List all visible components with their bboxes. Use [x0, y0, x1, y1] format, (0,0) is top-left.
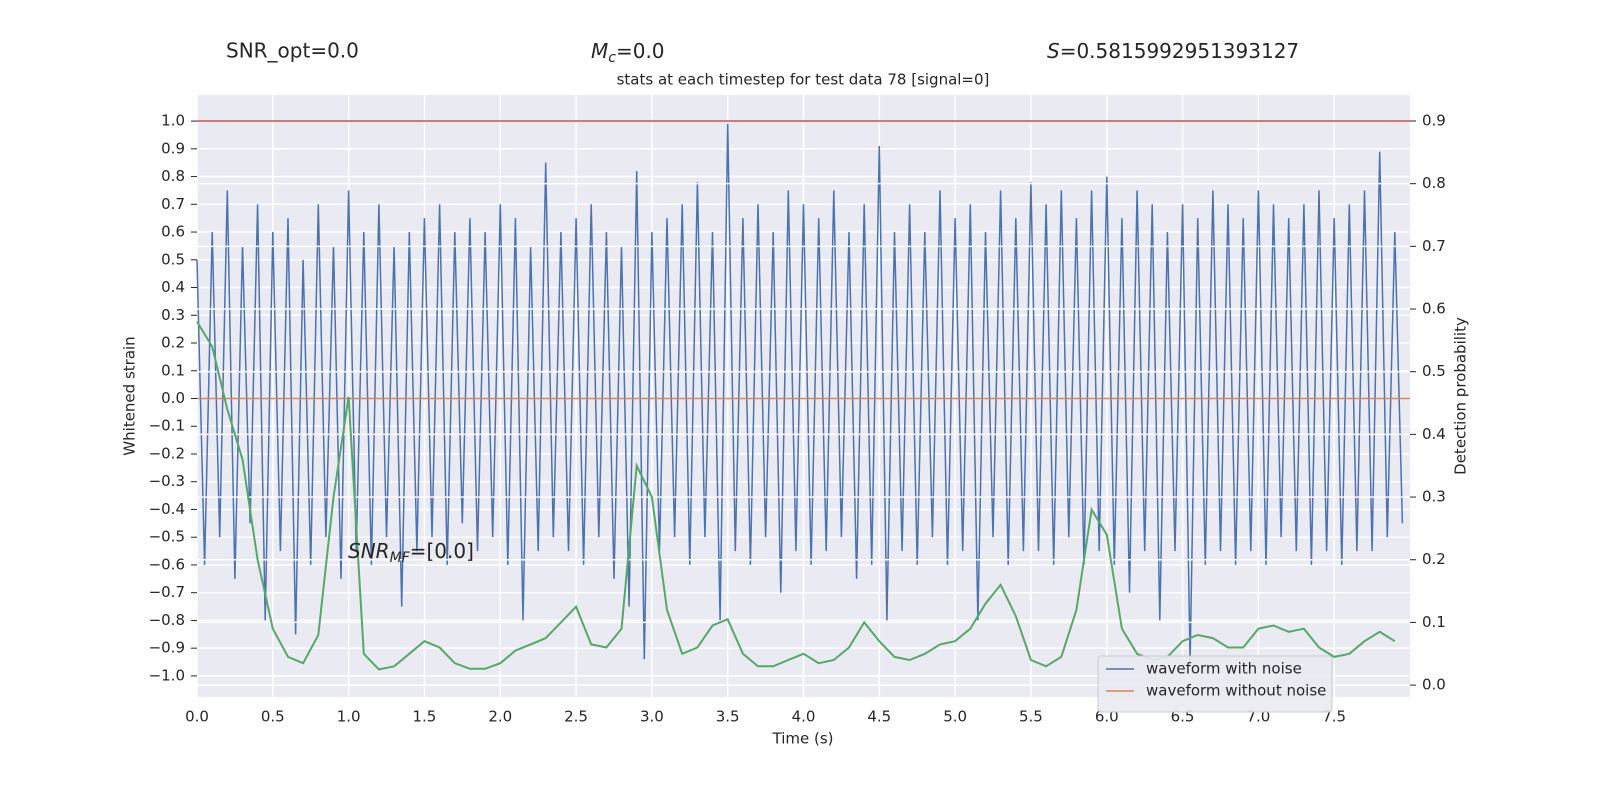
s-annotation: S=0.5815992951393127 [1047, 39, 1299, 63]
x-tick-label: 5.5 [1019, 708, 1043, 726]
mc-annotation: Mc=0.0 [591, 39, 665, 67]
annotation-rest: =0.5815992951393127 [1060, 39, 1299, 63]
y-tick-label: 0.7 [161, 195, 185, 213]
x-tick-label: 3.5 [716, 708, 740, 726]
snr-opt-annotation: SNR_opt=0.0 [226, 39, 359, 63]
annotation-rest: =0.0 [616, 39, 665, 63]
x-tick-label: 0.5 [261, 708, 285, 726]
y-tick-label: −0.3 [149, 472, 185, 490]
y-tick-label: −0.2 [149, 444, 185, 462]
y-tick-label: 0.6 [161, 223, 185, 241]
x-tick-label: 2.0 [488, 708, 512, 726]
y-tick-label: −0.6 [149, 555, 185, 573]
y2-tick-label: 0.2 [1422, 550, 1446, 568]
y2-tick-label: 0.4 [1422, 425, 1446, 443]
y2-tick-label: 0.7 [1422, 237, 1446, 255]
y-tick-label: −0.4 [149, 500, 185, 518]
x-tick-label: 1.5 [413, 708, 437, 726]
y-tick-label: −0.8 [149, 611, 185, 629]
y2-tick-label: 0.1 [1422, 613, 1446, 631]
y-tick-label: 0.1 [161, 361, 185, 379]
annotation-base: SNR [348, 539, 390, 563]
annotation-base: S [1047, 39, 1060, 63]
y-tick-label: 0.2 [161, 334, 185, 352]
series-line [196, 123, 1404, 663]
series-line [196, 321, 1396, 671]
x-tick-label: 4.0 [792, 708, 816, 726]
y2-tick-label: 0.5 [1422, 362, 1446, 380]
chart-title: stats at each timestep for test data 78 … [617, 71, 990, 89]
y-axis-label: Whitened strain [121, 336, 139, 455]
snr_mf-annotation: SNRMF=[0.0] [348, 539, 474, 567]
labels: 0.0 0.5 1.0 1.5 2.0 2.5 3.0 3.5 4.0 4.5 5.0 5.5 6.0 6… [149, 112, 1446, 726]
y-tick-label: −0.1 [149, 417, 185, 435]
legend-box [1097, 655, 1333, 713]
y2-tick-label: 0.8 [1422, 174, 1446, 192]
y-tick-label: 0.0 [161, 389, 185, 407]
annotation-sub: MF [390, 550, 411, 566]
y-tick-label: 0.4 [161, 278, 185, 296]
x-tick-label: 1.0 [337, 708, 361, 726]
x-tick-label: 4.5 [867, 708, 891, 726]
x-tick-label: 0.0 [185, 708, 209, 726]
y-tick-label: −0.9 [149, 639, 185, 657]
y-tick-label: 0.9 [161, 139, 185, 157]
annotation-sub: c [608, 50, 616, 66]
y-tick-label: −0.7 [149, 583, 185, 601]
y-tick-label: 0.8 [161, 167, 185, 185]
x-tick-label: 3.0 [640, 708, 664, 726]
x-tick-label: 2.5 [564, 708, 588, 726]
y2-tick-label: 0.0 [1422, 676, 1446, 694]
y-tick-label: 0.3 [161, 306, 185, 324]
y-tick-label: 0.5 [161, 250, 185, 268]
y2-tick-label: 0.3 [1422, 488, 1446, 506]
legend-label: waveform with noise [1146, 660, 1302, 678]
x-axis-label: Time (s) [772, 730, 834, 748]
y2-axis-label: Detection probability [1452, 317, 1470, 475]
annotation-base: M [591, 39, 608, 63]
y-tick-label: −0.5 [149, 528, 185, 546]
y-tick-label: 1.0 [161, 112, 185, 130]
annotation-rest: =[0.0] [410, 539, 474, 563]
y-tick-label: −1.0 [149, 666, 185, 684]
marks [196, 120, 1410, 686]
legend-label: waveform without noise [1146, 682, 1326, 700]
y2-tick-label: 0.6 [1422, 300, 1446, 318]
x-tick-label: 5.0 [943, 708, 967, 726]
y2-tick-label: 0.9 [1422, 112, 1446, 130]
